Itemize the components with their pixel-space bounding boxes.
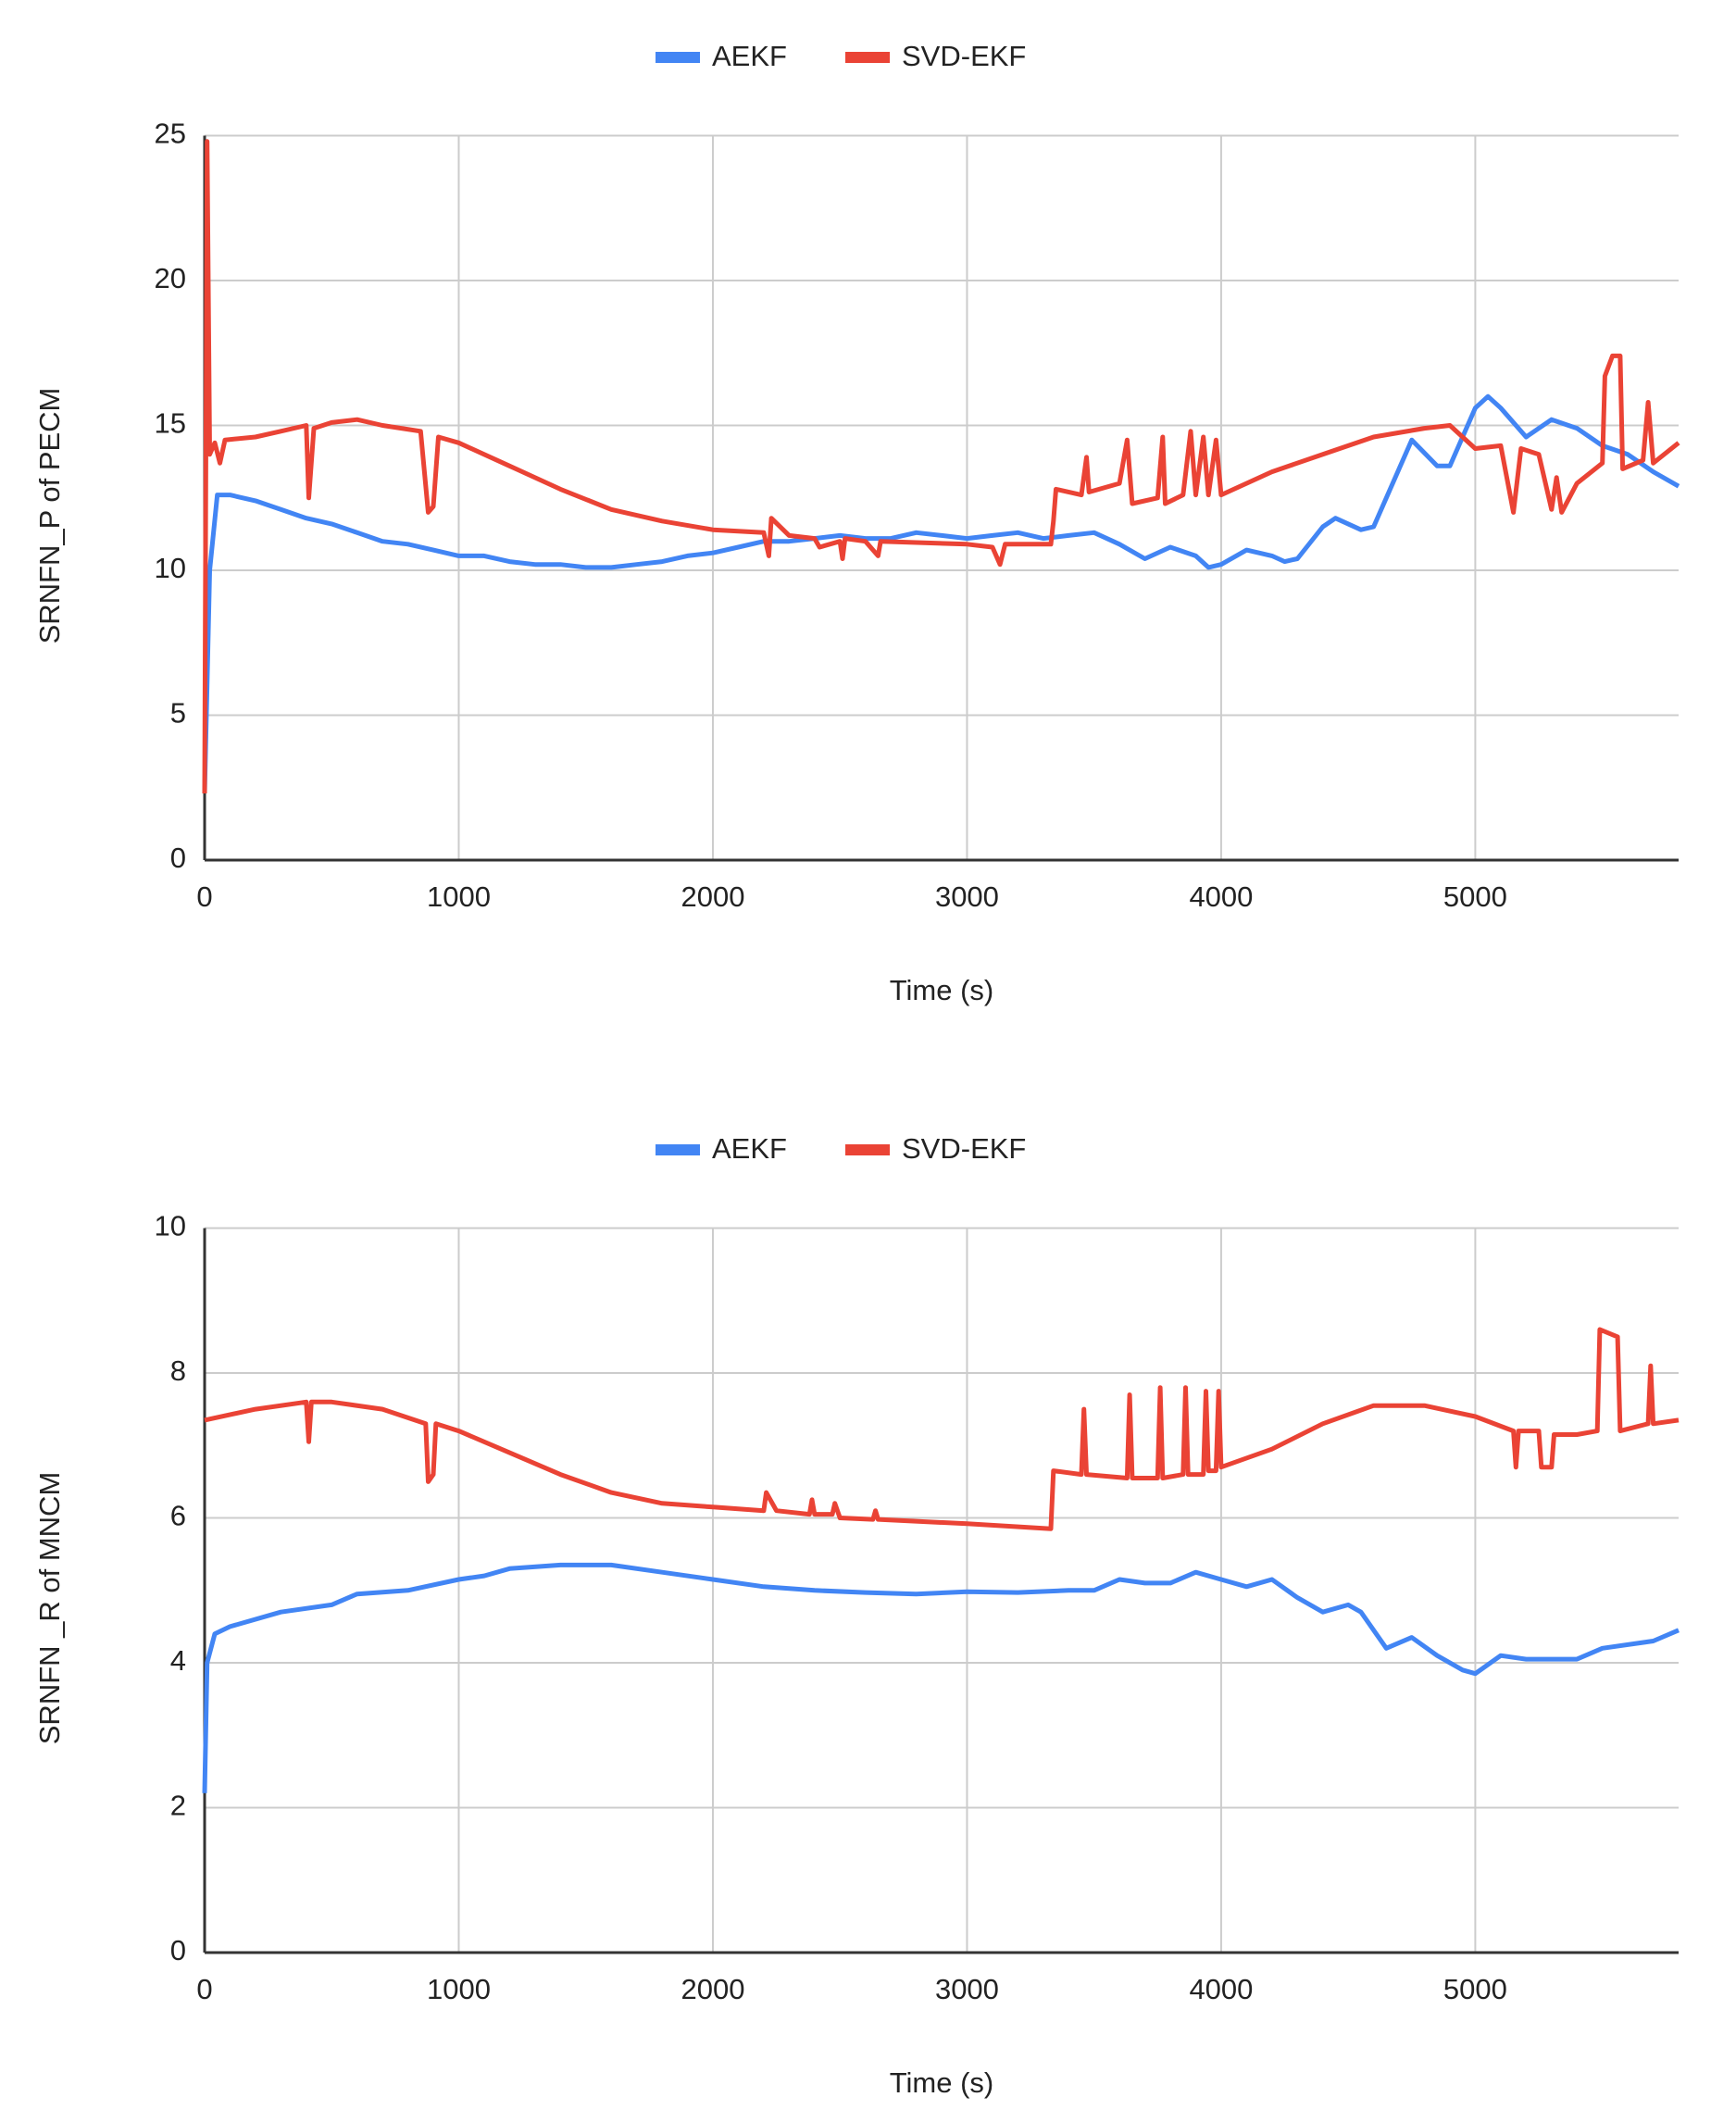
- y-tick-label: 15: [155, 407, 186, 440]
- x-tick-label: 4000: [1189, 880, 1253, 913]
- legend-label: AEKF: [712, 40, 787, 72]
- x-axis-title: Time (s): [890, 974, 994, 1006]
- y-axis-title: SRNFN _R of MNCM: [33, 1472, 66, 1745]
- x-tick-label: 0: [196, 1973, 212, 2005]
- y-tick-label: 4: [170, 1644, 186, 1677]
- legend-label: AEKF: [712, 1132, 787, 1165]
- y-tick-label: 6: [170, 1500, 186, 1532]
- y-tick-label: 0: [170, 842, 186, 874]
- chart: 0 5 10 15 20 25 0 1000 2000 3000 4000 5000 Time (s) S…: [33, 40, 1680, 1006]
- x-tick-label: 5000: [1443, 880, 1507, 913]
- y-tick-label: 20: [155, 262, 186, 294]
- x-tick-label: 2000: [681, 880, 744, 913]
- x-tick-label: 0: [196, 880, 212, 913]
- x-tick-label: 1000: [427, 1973, 491, 2005]
- line-series: [204, 1327, 1680, 1531]
- y-tick-label: 5: [170, 697, 186, 730]
- x-tick-label: 1000: [427, 880, 491, 913]
- y-tick-label: 10: [155, 1210, 186, 1242]
- x-tick-label: 2000: [681, 1973, 744, 2005]
- x-tick-label: 3000: [935, 1973, 999, 2005]
- x-tick-label: 4000: [1189, 1973, 1253, 2005]
- legend-label: SVD-EKF: [902, 1132, 1026, 1165]
- line-series: [202, 1562, 1680, 1793]
- x-axis-title: Time (s): [890, 2066, 994, 2099]
- y-tick-label: 8: [170, 1354, 186, 1387]
- chart: 0 2 4 6 8 10 0 1000 2000 3000 4000 5000 Time (s) SRNF…: [33, 1132, 1680, 2099]
- legend-label: SVD-EKF: [902, 40, 1026, 72]
- y-tick-label: 10: [155, 552, 186, 584]
- x-tick-label: 3000: [935, 880, 999, 913]
- line-series: [202, 393, 1680, 794]
- x-tick-label: 5000: [1443, 1973, 1507, 2005]
- y-tick-label: 25: [155, 118, 186, 150]
- y-axis-title: SRNFN_P of PECM: [33, 388, 66, 644]
- y-tick-label: 0: [170, 1934, 186, 1966]
- y-tick-label: 2: [170, 1790, 186, 1822]
- line-series: [202, 139, 1680, 794]
